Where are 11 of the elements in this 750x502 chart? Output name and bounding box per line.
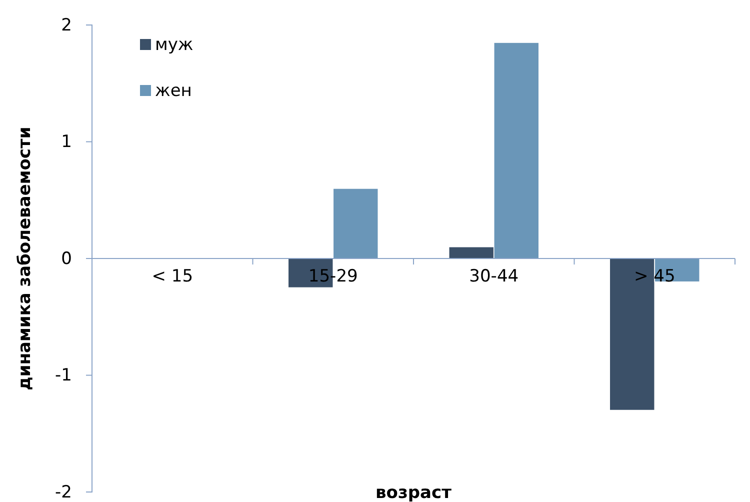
y-tick-label: -1 [55,366,72,386]
y-axis-title: динамика заболеваемости [15,126,35,390]
legend-label: жен [155,81,192,101]
y-tick-label: 1 [61,132,72,152]
legend-label: муж [155,35,194,55]
y-tick-label: 0 [61,248,72,269]
x-tick-label: 30-44 [469,266,519,286]
x-tick-label: < 15 [152,266,194,286]
y-tick-label: -2 [55,482,72,502]
x-axis-title: возраст [376,483,452,502]
y-tick-label: 2 [61,15,72,36]
